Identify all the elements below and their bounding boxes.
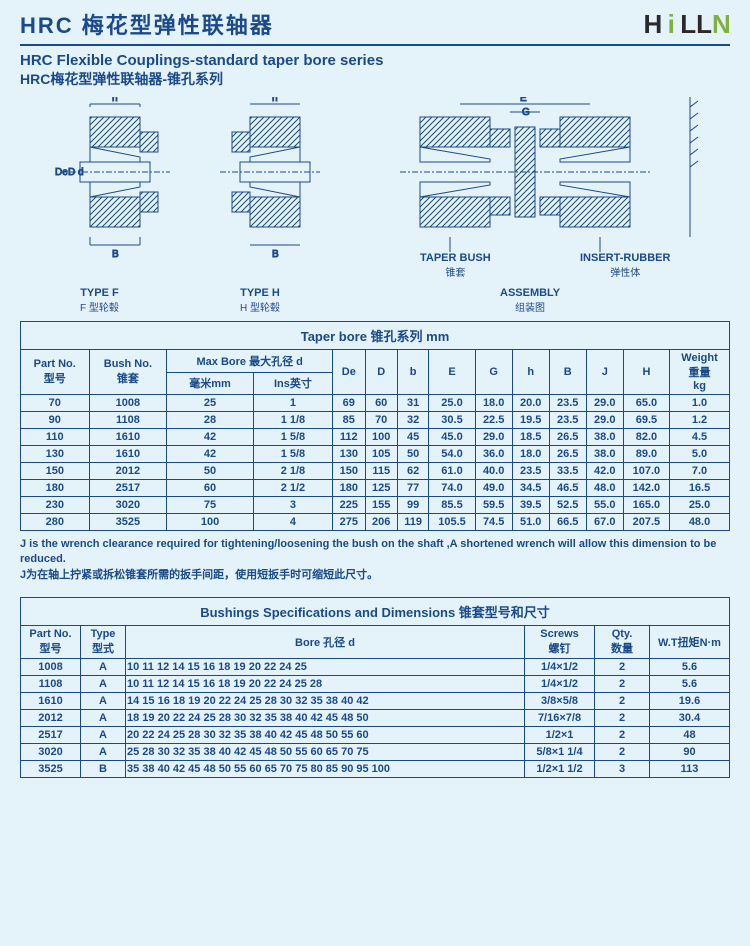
caption-assembly: ASSEMBLY: [500, 287, 560, 299]
caption-typeh: TYPE H: [240, 287, 280, 299]
table-row: 28035251004275206119105.574.551.066.567.…: [21, 514, 730, 531]
table-row: 1008A10 11 12 14 15 16 18 19 20 22 24 25…: [21, 659, 730, 676]
page-title: HRC 梅花型弹性联轴器: [20, 8, 274, 40]
table1-title: Taper bore 锥孔系列 mm: [21, 322, 730, 350]
table-row: 901108281 1/885703230.522.519.523.529.06…: [21, 412, 730, 429]
subtitle-cn: HRC梅花型弹性联轴器-锥孔系列: [20, 69, 730, 89]
caption-insert-cn: 弹性体: [580, 264, 670, 279]
table-row: 70100825169603125.018.020.023.529.065.01…: [21, 395, 730, 412]
table-row: 1101610421 5/81121004545.029.018.526.538…: [21, 429, 730, 446]
table1-note: J is the wrench clearance required for t…: [20, 537, 730, 583]
svg-text:D: D: [68, 167, 75, 178]
svg-text:d: d: [78, 167, 84, 178]
table-row: 23030207532251559985.559.539.552.555.016…: [21, 497, 730, 514]
table-row: 1610A14 15 16 18 19 20 22 24 25 28 30 32…: [21, 693, 730, 710]
taper-bore-table: Taper bore 锥孔系列 mm Part No.型号 Bush No.锥套…: [20, 321, 730, 531]
svg-text:h: h: [112, 97, 118, 104]
svg-text:E: E: [520, 97, 527, 104]
caption-typef: TYPE F: [80, 287, 119, 299]
table-row: 1301610421 5/81301055054.036.018.026.538…: [21, 446, 730, 463]
table-row: 2012A18 19 20 22 24 25 28 30 32 35 38 40…: [21, 710, 730, 727]
caption-insert: INSERT-RUBBER: [580, 252, 670, 264]
bushings-table: Bushings Specifications and Dimensions 锥…: [20, 597, 730, 778]
svg-text:B: B: [112, 249, 119, 260]
svg-text:De: De: [55, 167, 68, 178]
table-row: 1802517602 1/21801257774.049.034.546.548…: [21, 480, 730, 497]
table2-title: Bushings Specifications and Dimensions 锥…: [21, 598, 730, 626]
diagram-area: h B De D d h B: [20, 97, 730, 313]
caption-taper-cn: 锥套: [420, 264, 491, 279]
table-row: 3020A25 28 30 32 35 38 40 42 45 48 50 55…: [21, 744, 730, 761]
table-row: 3525B35 38 40 42 45 48 50 55 60 65 70 75…: [21, 761, 730, 778]
caption-typef-cn: F 型轮毂: [80, 299, 119, 314]
svg-text:B: B: [272, 249, 279, 260]
brand-logo: HiLLN: [643, 9, 730, 40]
caption-taper: TAPER BUSH: [420, 252, 491, 264]
caption-assembly-cn: 组装图: [500, 299, 560, 314]
table-row: 1108A10 11 12 14 15 16 18 19 20 22 24 25…: [21, 676, 730, 693]
subtitle-en: HRC Flexible Couplings-standard taper bo…: [20, 52, 730, 69]
caption-typeh-cn: H 型轮毂: [240, 299, 280, 314]
svg-text:h: h: [272, 97, 278, 104]
table-row: 2517A20 22 24 25 28 30 32 35 38 40 42 45…: [21, 727, 730, 744]
table-row: 1502012502 1/81501156261.040.023.533.542…: [21, 463, 730, 480]
